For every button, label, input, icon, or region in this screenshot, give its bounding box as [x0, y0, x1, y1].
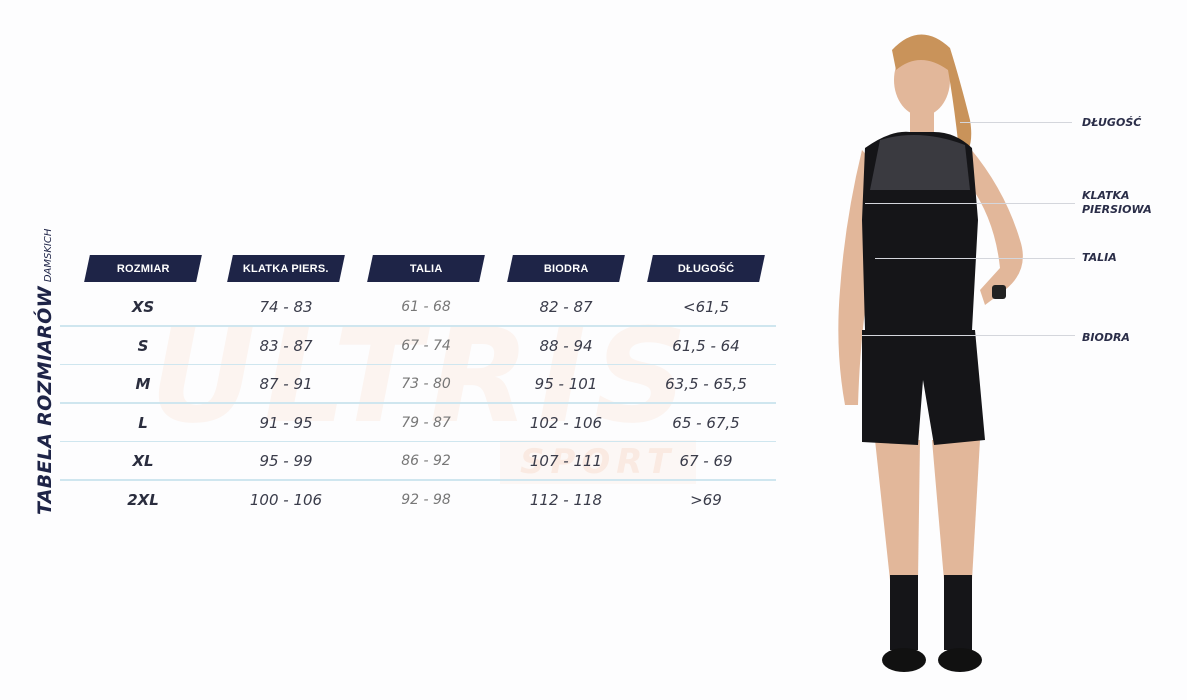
row-divider [60, 363, 776, 366]
cell-rozmiar: XL [132, 452, 154, 471]
cell-talia: 79 - 87 [401, 414, 451, 431]
cell-dlugosc: 63,5 - 65,5 [665, 375, 747, 394]
cell-talia: 92 - 98 [401, 492, 451, 508]
row-divider [60, 402, 776, 404]
column-header-rozmiar: ROZMIAR [84, 255, 202, 282]
column-header-talia: TALIA [367, 255, 485, 282]
cell-talia: 67 - 74 [401, 337, 451, 354]
cell-rozmiar: L [138, 413, 148, 432]
cell-klatka: 83 - 87 [259, 336, 313, 355]
table-row: L 91 - 95 79 - 87 102 - 106 65 - 67,5 [60, 404, 776, 443]
cell-biodra: 112 - 118 [529, 491, 603, 509]
column-header-label: ROZMIAR [116, 262, 170, 275]
cell-biodra: 88 - 94 [539, 336, 593, 355]
column-header-label: KLATKA PIERS. [243, 262, 329, 275]
table-row: S 83 - 87 67 - 74 88 - 94 61,5 - 64 [60, 327, 776, 366]
table-row: M 87 - 91 73 - 80 95 - 101 63,5 - 65,5 [60, 365, 776, 404]
cell-dlugosc: >69 [690, 491, 722, 509]
chest-line [865, 203, 1075, 204]
cell-talia: 61 - 68 [401, 299, 451, 315]
table-row: XS 74 - 83 61 - 68 82 - 87 <61,5 [60, 288, 776, 327]
chart-title: TABELA ROZMIARÓW DAMSKICH [34, 229, 56, 515]
label-length: DŁUGOŚĆ [1082, 116, 1142, 129]
cell-biodra: 82 - 87 [539, 298, 593, 316]
shorts [862, 330, 985, 445]
cell-dlugosc: <61,5 [683, 298, 729, 316]
column-header-label: TALIA [409, 262, 443, 275]
cell-klatka: 95 - 99 [259, 452, 313, 471]
cell-rozmiar: M [135, 375, 151, 394]
brand-watermark-sub: SPORT [500, 440, 697, 484]
column-header-dlugosc: DŁUGOŚĆ [647, 255, 765, 282]
hips-line [862, 335, 1075, 336]
cell-klatka: 74 - 83 [259, 298, 313, 316]
model-figure [838, 34, 1023, 672]
label-chest-line2: PIERSIOWA [1082, 203, 1152, 216]
cell-dlugosc: 67 - 69 [679, 452, 733, 471]
cell-talia: 86 - 92 [401, 453, 451, 470]
cell-klatka: 91 - 95 [259, 413, 313, 432]
row-divider [60, 325, 776, 327]
table-row: XL 95 - 99 86 - 92 107 - 111 67 - 69 [60, 442, 776, 481]
column-header-label: DŁUGOŚĆ [677, 262, 735, 275]
row-divider [60, 440, 776, 443]
cell-rozmiar: S [137, 336, 149, 355]
cell-rozmiar: XS [131, 298, 155, 316]
label-chest-line1: KLATKA [1082, 189, 1130, 202]
cell-rozmiar: 2XL [127, 491, 159, 509]
title-main: TABELA ROZMIARÓW [34, 286, 56, 515]
row-divider [60, 479, 776, 481]
title-sub: DAMSKICH [43, 228, 54, 283]
table-row: 2XL 100 - 106 92 - 98 112 - 118 >69 [60, 481, 776, 520]
label-waist: TALIA [1082, 251, 1117, 264]
cell-klatka: 100 - 106 [249, 491, 323, 509]
label-chest: KLATKA PIERSIOWA [1082, 189, 1152, 217]
cell-talia: 73 - 80 [401, 376, 451, 393]
cell-dlugosc: 65 - 67,5 [672, 413, 740, 432]
length-line [960, 122, 1072, 123]
column-header-biodra: BIODRA [507, 255, 625, 282]
column-header-klatka: KLATKA PIERS. [227, 255, 345, 282]
cell-dlugosc: 61,5 - 64 [672, 336, 740, 355]
waist-line [875, 258, 1075, 259]
label-hips: BIODRA [1082, 331, 1130, 344]
column-header-label: BIODRA [543, 262, 589, 275]
cell-biodra: 102 - 106 [529, 413, 603, 432]
cell-biodra: 107 - 111 [529, 452, 603, 471]
cell-biodra: 95 - 101 [534, 375, 598, 394]
cell-klatka: 87 - 91 [259, 375, 313, 394]
